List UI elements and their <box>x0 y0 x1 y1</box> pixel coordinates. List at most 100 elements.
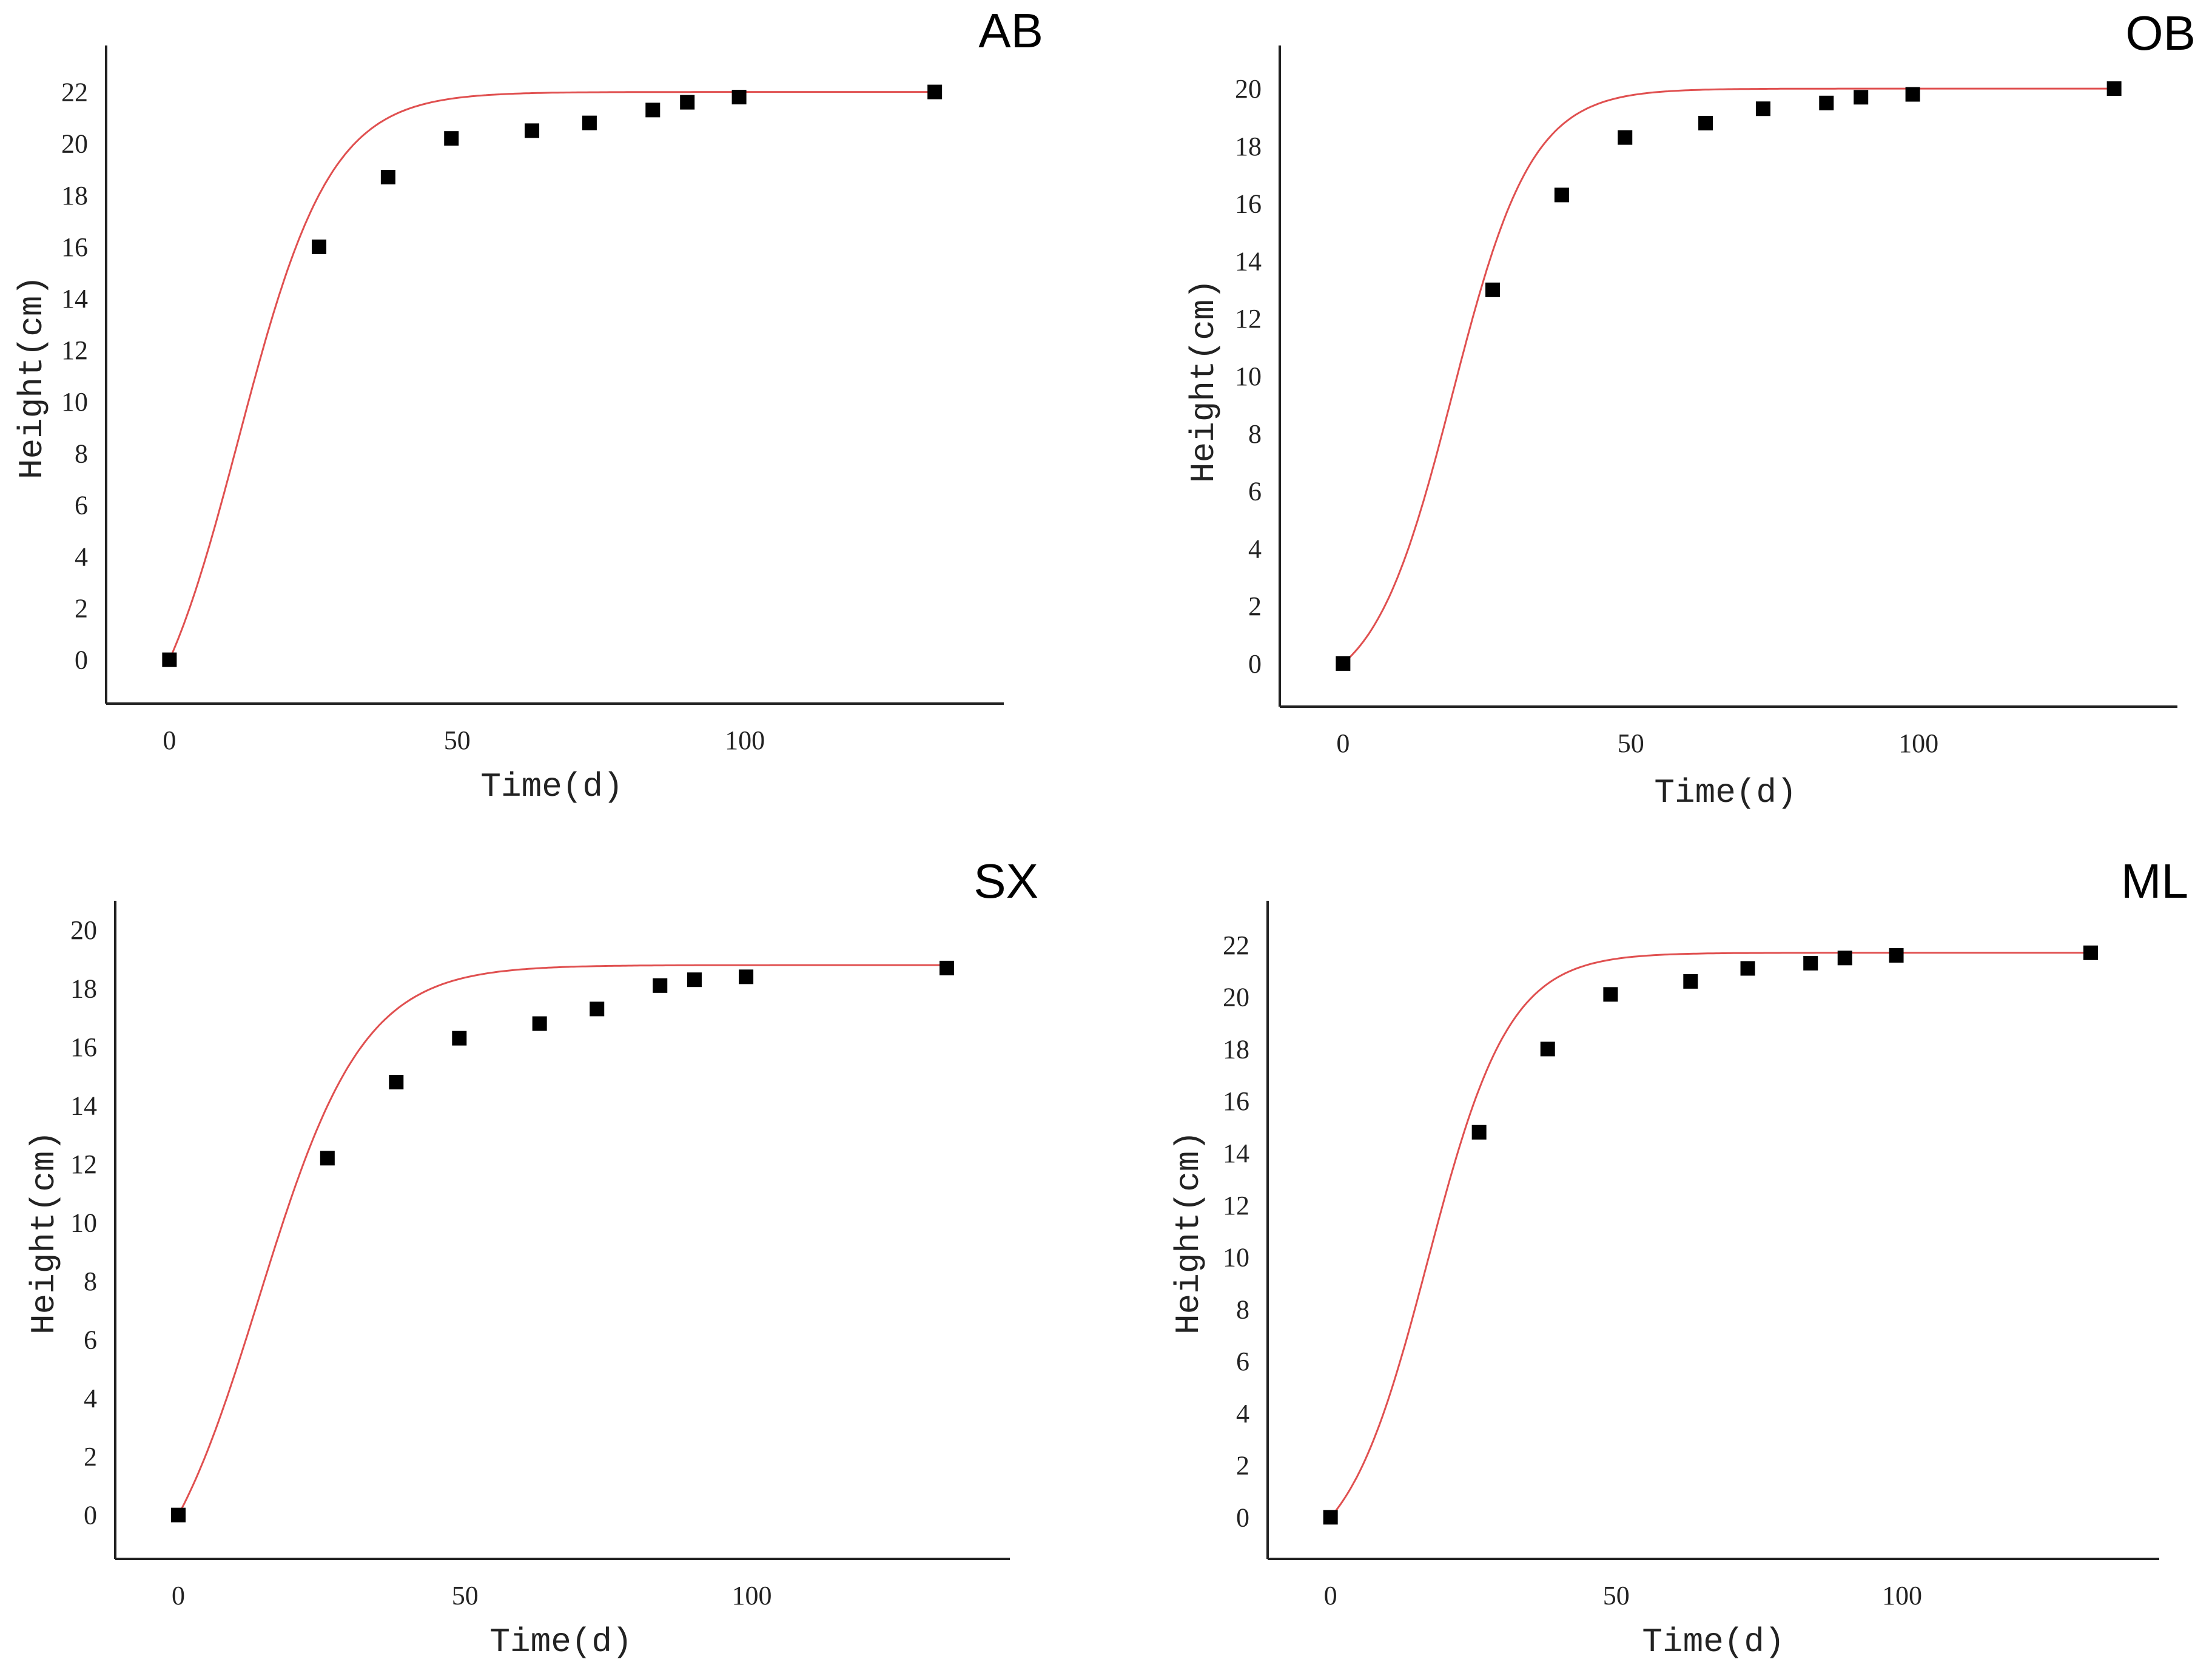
y-tick-label-ab: 10 <box>61 387 88 417</box>
data-point-ob <box>1755 101 1770 116</box>
y-tick-label-ob: 6 <box>1248 477 1262 506</box>
y-tick-label-sx: 6 <box>84 1325 97 1354</box>
data-point-ob <box>1698 115 1713 130</box>
y-tick-label-sx: 8 <box>84 1267 97 1296</box>
data-point-ab <box>645 103 661 118</box>
x-tick-label-sx: 100 <box>732 1581 772 1610</box>
fit-curve-ob <box>1342 87 2114 665</box>
plot-area-ab: 0 2 4 6 8 10 12 14 16 18 20 22 0 50 100 <box>61 78 943 755</box>
data-point-ml <box>1471 1125 1487 1140</box>
y-tick-label-ob: 20 <box>1235 74 1262 104</box>
x-tick-label-ml: 100 <box>1882 1581 1922 1610</box>
x-tick-label-ob: 50 <box>1618 728 1644 758</box>
data-point-ml <box>1603 987 1618 1002</box>
panel-label-ob: OB <box>2125 6 2196 60</box>
y-tick-label-ab: 14 <box>61 284 88 314</box>
data-point-ab <box>582 115 597 130</box>
data-point-ml <box>1889 948 1904 963</box>
data-point-ml <box>1803 955 1818 971</box>
panel-ab: 0 2 4 6 8 10 12 14 16 18 20 22 0 50 100 AB Time(d) Hei… <box>13 4 1043 806</box>
data-point-ob <box>1554 187 1569 203</box>
y-axis-label-ob: Height(cm) <box>1185 279 1223 483</box>
x-tick-label-ob: 0 <box>1336 728 1350 758</box>
x-tick-label-ml: 50 <box>1603 1581 1630 1610</box>
data-point-ab <box>731 90 747 105</box>
y-tick-label-ml: 10 <box>1223 1243 1249 1273</box>
y-tick-label-ab: 2 <box>75 594 88 624</box>
y-tick-label-ob: 2 <box>1248 591 1262 621</box>
data-point-ob <box>1905 87 1920 102</box>
y-tick-label-sx: 12 <box>70 1149 97 1179</box>
panel-label-ml: ML <box>2121 854 2188 908</box>
y-axis-label-sx: Height(cm) <box>25 1131 64 1334</box>
y-tick-label-ml: 22 <box>1223 930 1249 960</box>
y-tick-label-sx: 20 <box>70 915 97 945</box>
x-axis-label-ml: Time(d) <box>1642 1623 1784 1661</box>
data-point-sx <box>939 960 954 975</box>
y-tick-label-ab: 22 <box>61 78 88 107</box>
y-tick-label-ml: 18 <box>1223 1034 1249 1064</box>
data-point-ab <box>444 131 459 146</box>
x-tick-label-ab: 50 <box>444 725 471 755</box>
data-point-ab <box>680 95 695 110</box>
data-point-ob <box>1336 656 1351 671</box>
data-point-ab <box>927 84 943 99</box>
data-point-sx <box>653 978 668 993</box>
y-tick-label-sx: 10 <box>70 1208 97 1237</box>
x-tick-label-sx: 50 <box>452 1581 479 1610</box>
data-point-ab <box>162 652 177 667</box>
panel-ob: 0 2 4 6 8 10 12 14 16 18 20 0 50 100 OB Time(d) Heigh… <box>1185 6 2196 812</box>
data-point-sx <box>532 1016 547 1031</box>
fit-curve-ab <box>169 91 935 661</box>
y-tick-label-ob: 16 <box>1235 189 1262 219</box>
y-tick-label-ob: 8 <box>1248 419 1262 449</box>
y-tick-label-ob: 10 <box>1235 362 1262 391</box>
y-tick-label-ab: 0 <box>75 645 88 675</box>
y-tick-label-ml: 16 <box>1223 1086 1249 1116</box>
data-point-ob <box>1854 90 1869 105</box>
y-tick-label-ml: 12 <box>1223 1191 1249 1220</box>
data-point-ob <box>1618 130 1633 145</box>
y-tick-label-sx: 0 <box>84 1501 97 1530</box>
data-point-sx <box>320 1151 335 1166</box>
y-tick-label-ab: 16 <box>61 232 88 262</box>
panel-label-ab: AB <box>978 4 1043 58</box>
y-axis-label-ml: Height(cm) <box>1169 1131 1208 1334</box>
y-tick-label-ml: 2 <box>1236 1451 1249 1481</box>
data-point-sx <box>687 972 702 987</box>
data-point-sx <box>590 1001 605 1017</box>
y-axis-label-ab: Height(cm) <box>13 275 52 479</box>
y-tick-label-sx: 16 <box>70 1032 97 1062</box>
y-tick-label-sx: 2 <box>84 1442 97 1472</box>
data-point-sx <box>389 1074 404 1089</box>
fit-curve-sx <box>177 964 947 1516</box>
y-tick-label-sx: 14 <box>70 1091 97 1121</box>
x-axis-label-sx: Time(d) <box>489 1623 632 1661</box>
panel-label-sx: SX <box>973 854 1038 908</box>
x-axis-label-ab: Time(d) <box>480 767 623 806</box>
y-tick-label-ob: 18 <box>1235 132 1262 161</box>
data-point-sx <box>739 969 754 984</box>
y-tick-label-ml: 14 <box>1223 1139 1249 1168</box>
data-point-sx <box>452 1031 467 1046</box>
x-tick-label-ob: 100 <box>1898 728 1938 758</box>
data-point-ob <box>1485 282 1501 297</box>
y-tick-label-ob: 14 <box>1235 246 1262 276</box>
y-tick-label-ml: 0 <box>1236 1502 1249 1532</box>
x-tick-label-ab: 0 <box>163 725 176 755</box>
data-point-ab <box>380 170 395 184</box>
plot-area-sx: 0 2 4 6 8 10 12 14 16 18 20 0 50 100 <box>70 915 954 1610</box>
y-tick-label-ml: 20 <box>1223 983 1249 1012</box>
data-point-ml <box>1323 1510 1338 1525</box>
y-tick-label-sx: 4 <box>84 1384 97 1413</box>
y-tick-label-ml: 8 <box>1236 1294 1249 1324</box>
data-point-ab <box>525 123 540 138</box>
y-tick-label-ob: 12 <box>1235 304 1262 334</box>
y-tick-label-ab: 8 <box>75 439 88 468</box>
data-point-ml <box>1683 974 1698 989</box>
y-tick-label-ab: 18 <box>61 181 88 210</box>
x-tick-label-sx: 0 <box>172 1581 185 1610</box>
plot-area-ob: 0 2 4 6 8 10 12 14 16 18 20 0 50 100 <box>1235 74 2122 758</box>
y-tick-label-ab: 20 <box>61 129 88 159</box>
